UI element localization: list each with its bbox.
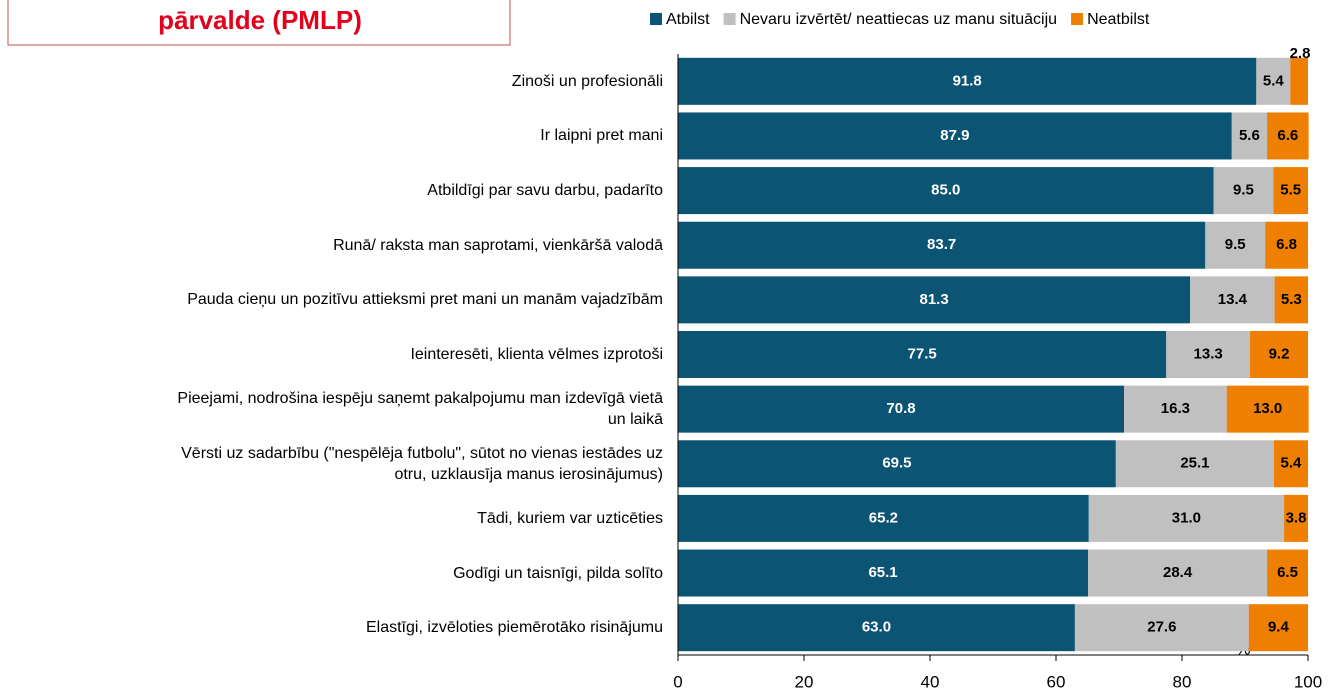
category-label: Tādi, kuriem var uzticēties xyxy=(477,509,663,527)
legend-label: Atbilst xyxy=(666,11,710,28)
data-label: 27.6 xyxy=(1147,619,1176,636)
data-label: 69.5 xyxy=(882,455,911,472)
data-label: 5.5 xyxy=(1280,182,1301,199)
data-label: 9.5 xyxy=(1233,182,1254,199)
data-label: 6.6 xyxy=(1277,127,1298,144)
bar-segment xyxy=(1273,167,1308,215)
bar-segment xyxy=(1267,549,1308,597)
bar-segment xyxy=(678,385,1125,433)
bar-segment xyxy=(1088,494,1285,542)
bar-segment xyxy=(1265,221,1308,269)
bar-segment xyxy=(678,221,1206,269)
bar-segment xyxy=(1248,604,1308,652)
bar-segment xyxy=(678,440,1116,488)
data-label: 9.4 xyxy=(1268,619,1290,636)
bar-segment xyxy=(1231,112,1268,160)
category-label: Zinoši un profesionāli xyxy=(511,72,663,90)
data-label: 9.2 xyxy=(1269,345,1290,362)
category-label: Atbildīgi par savu darbu, padarīto xyxy=(427,182,663,200)
bar-segment xyxy=(1284,494,1308,542)
bar-segment xyxy=(1226,385,1309,433)
data-label: 87.9 xyxy=(940,127,969,144)
data-label: 77.5 xyxy=(908,345,937,362)
legend-swatch xyxy=(1071,13,1084,25)
data-label: 91.8 xyxy=(953,72,982,89)
bar-segment xyxy=(678,549,1089,597)
bar-segment xyxy=(1267,112,1309,160)
data-label: 70.8 xyxy=(886,400,915,417)
chart-title: pārvalde (PMLP) xyxy=(158,5,362,35)
bar-segment xyxy=(1166,331,1251,378)
legend-swatch xyxy=(723,13,736,25)
bar-segment xyxy=(1074,604,1249,652)
bar-segment xyxy=(1274,276,1308,324)
category-label: Godīgi un taisnīgi, pilda solīto xyxy=(453,564,663,582)
x-tick-label: 0 xyxy=(673,672,682,691)
legend-label: Neatbilst xyxy=(1087,11,1150,28)
category-label: Vērsti uz sadarbību ("nespēlēja futbolu"… xyxy=(181,444,663,483)
title-box xyxy=(7,0,511,46)
data-label: 25.1 xyxy=(1180,455,1209,472)
data-label: 65.1 xyxy=(868,564,897,581)
bar-segment xyxy=(1213,167,1274,215)
data-label: 81.3 xyxy=(919,291,948,308)
bar-segment xyxy=(1250,331,1308,378)
bar-segment xyxy=(1124,385,1227,433)
data-label: 5.6 xyxy=(1239,127,1260,144)
data-label: 13.3 xyxy=(1194,345,1223,362)
category-label: Pauda cieņu un pozitīvu attieksmi pret m… xyxy=(187,291,663,309)
data-label: 5.4 xyxy=(1281,455,1303,472)
bar-segment xyxy=(678,112,1232,160)
data-label: 83.7 xyxy=(927,236,956,253)
legend-label: Nevaru izvērtēt/ neattiecas uz manu situ… xyxy=(740,11,1057,28)
bar-segment xyxy=(1190,276,1275,324)
legend-swatch xyxy=(650,13,662,25)
data-label: 16.3 xyxy=(1161,400,1190,417)
data-label: 6.5 xyxy=(1277,564,1298,581)
data-label: 13.0 xyxy=(1253,400,1282,417)
x-tick-label: 80 xyxy=(1173,672,1192,691)
data-label: 65.2 xyxy=(869,509,898,526)
data-label: 85.0 xyxy=(931,182,960,199)
category-label: Runā/ raksta man saprotami, vienkāršā va… xyxy=(333,236,663,254)
category-label: Elastīgi, izvēloties piemērotāko risināj… xyxy=(365,619,663,637)
x-tick-label: 20 xyxy=(795,672,814,691)
bar-segment xyxy=(1205,221,1266,269)
data-label: 3.8 xyxy=(1286,509,1307,526)
category-label: Pieejami, nodrošina iespēju saņemt pakal… xyxy=(177,390,663,429)
data-label: 63.0 xyxy=(862,619,891,636)
x-tick-label: 40 xyxy=(921,672,940,691)
bar-segment xyxy=(1115,440,1274,488)
bar-segment xyxy=(678,604,1075,652)
data-label: 6.8 xyxy=(1276,236,1297,253)
data-label: 5.4 xyxy=(1263,72,1285,89)
data-label: 13.4 xyxy=(1218,291,1248,308)
x-tick-label: 100 xyxy=(1294,672,1322,691)
category-label: Ir laipni pret mani xyxy=(540,127,663,145)
bar-segment xyxy=(678,494,1089,542)
bar-segment xyxy=(1256,57,1291,105)
bar-segment xyxy=(1088,549,1268,597)
data-label: 2.8 xyxy=(1290,45,1311,62)
bar-segment xyxy=(678,167,1214,215)
bar-segment xyxy=(1290,57,1308,105)
data-label: 28.4 xyxy=(1163,564,1193,581)
bar-segment xyxy=(1273,440,1308,488)
x-tick-label: 60 xyxy=(1047,672,1066,691)
data-label: 31.0 xyxy=(1172,509,1201,526)
data-label: 5.3 xyxy=(1281,291,1302,308)
bar-segment xyxy=(678,276,1191,324)
bar-segment xyxy=(678,331,1167,378)
bar-segment xyxy=(678,57,1257,105)
category-label: Ieinteresēti, klienta vēlmes izprotoši xyxy=(410,345,663,363)
data-label: 9.5 xyxy=(1225,236,1246,253)
